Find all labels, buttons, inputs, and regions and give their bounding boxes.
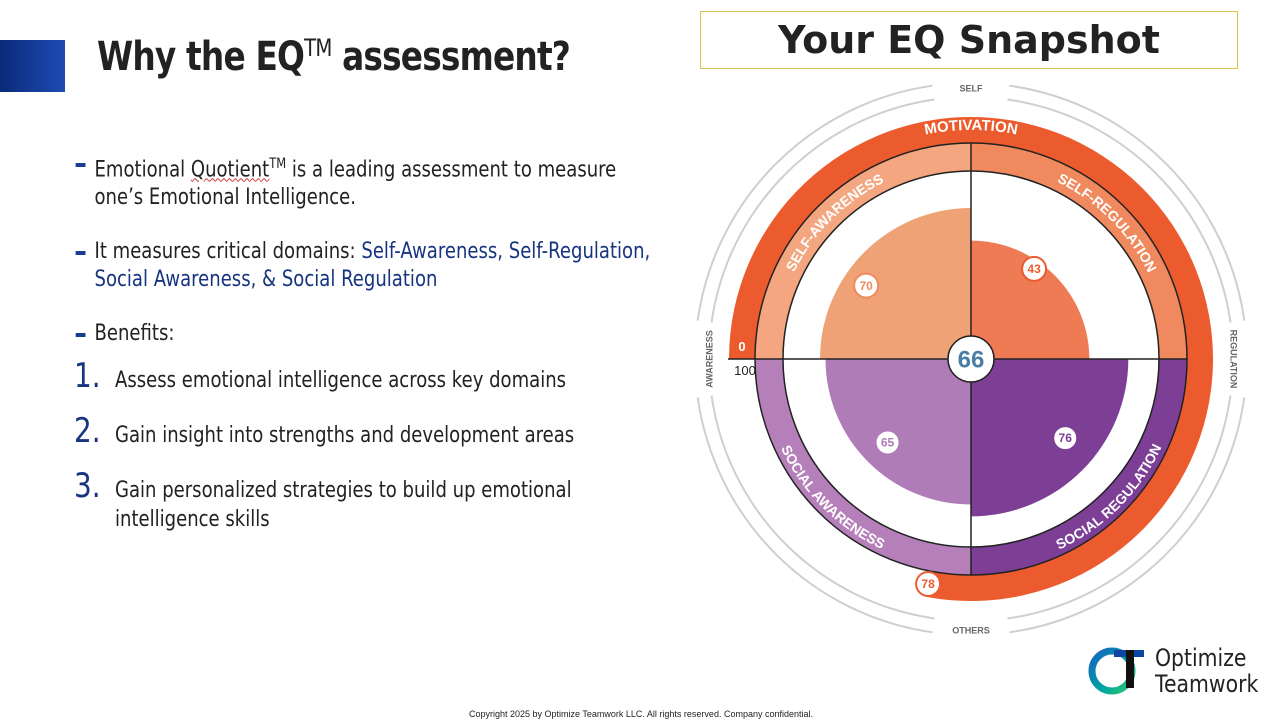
benefit-number: 1.: [74, 356, 101, 396]
logo-line-1: Optimize: [1155, 644, 1247, 672]
svg-text:76: 76: [1059, 431, 1073, 445]
svg-text:66: 66: [958, 346, 985, 373]
domain-sector-self_awareness: [819, 207, 971, 359]
score-badge-self_regulation: 43: [1021, 255, 1048, 282]
benefit-item: 3. Gain personalized strategies to build…: [74, 469, 574, 534]
slide-title: Why the EQTM assessment?: [97, 34, 571, 80]
benefit-text: Gain personalized strategies to build up…: [115, 478, 572, 532]
bullet-item: Benefits:: [74, 320, 652, 348]
benefit-number: 3.: [74, 466, 101, 506]
motivation-label: MOTIVATION: [923, 117, 1019, 139]
benefit-number: 2.: [74, 411, 101, 451]
domain-sector-social_regulation: [971, 359, 1129, 517]
svg-text:43: 43: [1027, 262, 1041, 276]
snapshot-title: Your EQ Snapshot: [778, 18, 1160, 62]
scale-min-label: 0: [738, 339, 745, 354]
benefit-text: Gain insight into strengths and developm…: [115, 423, 575, 448]
copyright-text: Copyright 2025 by Optimize Teamwork LLC.…: [469, 709, 813, 719]
benefit-text: Assess emotional intelligence across key…: [115, 368, 567, 393]
ot-logo-icon: [1088, 647, 1144, 695]
bullet-item: Emotional QuotientTM is a leading assess…: [74, 150, 652, 212]
title-accent-bar: [0, 40, 65, 92]
score-badge-motivation: 78: [915, 570, 942, 597]
bullet-list: Emotional QuotientTM is a leading assess…: [74, 150, 714, 374]
benefit-item: 1. Assess emotional intelligence across …: [74, 359, 648, 395]
benefit-item: 2. Gain insight into strengths and devel…: [74, 414, 648, 450]
dash-bullet-icon: [75, 333, 86, 338]
axis-label-awareness: AWARENESS: [704, 330, 714, 388]
dash-bullet-icon: [75, 251, 86, 256]
score-badge-social_regulation: 76: [1052, 425, 1079, 452]
snapshot-title-box: Your EQ Snapshot: [700, 11, 1238, 69]
dash-bullet-icon: [75, 163, 86, 167]
overall-score: 66: [947, 335, 995, 383]
logo-line-2: Teamwork: [1155, 670, 1259, 698]
axis-label-regulation: REGULATION: [1229, 330, 1239, 389]
axis-label-others: OTHERS: [952, 625, 990, 635]
domain-sector-self_regulation: [971, 240, 1090, 359]
benefits-list: 1. Assess emotional intelligence across …: [74, 359, 774, 560]
company-logo: Optimize Teamwork: [1088, 645, 1258, 697]
domain-ring-social_regulation: [971, 359, 1187, 575]
score-badge-social_awareness: 65: [874, 429, 901, 456]
svg-text:78: 78: [921, 577, 935, 591]
bullet-item: It measures critical domains: Self-Aware…: [74, 238, 652, 294]
score-badge-self_awareness: 70: [853, 272, 880, 299]
domain-ring-social_awareness: [755, 359, 971, 575]
svg-text:65: 65: [881, 436, 895, 450]
axis-label-self: SELF: [959, 83, 983, 93]
domain-ring-self_awareness: [755, 143, 971, 359]
axis-arrow-rings: [696, 84, 1246, 634]
domain-sector-social_awareness: [825, 359, 971, 505]
domain-ring-self_regulation: [971, 143, 1187, 359]
scale-max-label: 100: [734, 363, 756, 378]
svg-text:70: 70: [859, 279, 873, 293]
